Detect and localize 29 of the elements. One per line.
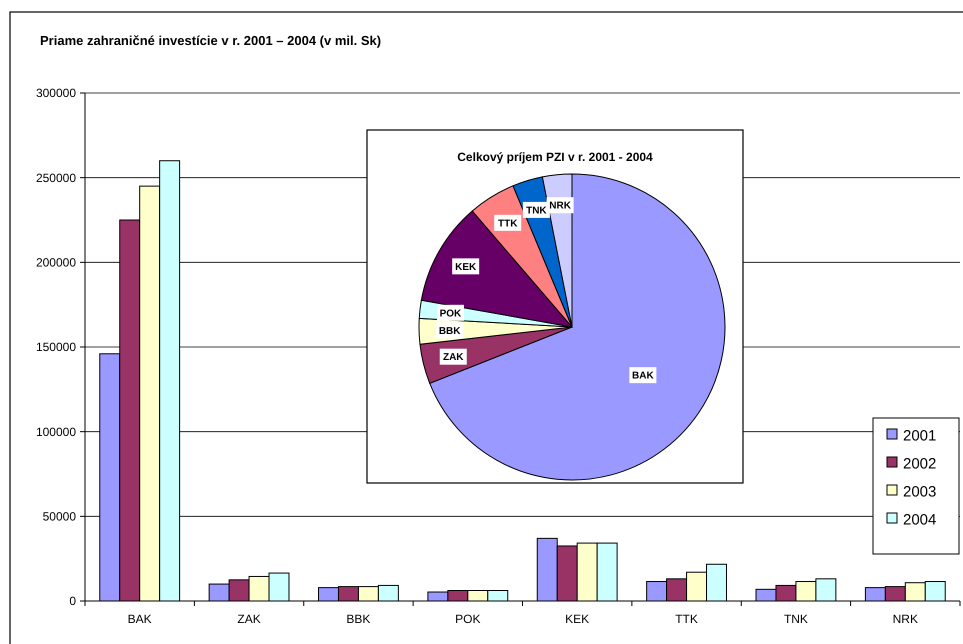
slice-label: ZAK <box>442 352 464 364</box>
y-tick-label: 150000 <box>36 340 76 354</box>
x-tick-label: KEK <box>565 612 590 626</box>
x-tick-label: POK <box>455 612 480 626</box>
x-tick-label: ZAK <box>237 612 261 626</box>
slice-label: POK <box>440 308 462 320</box>
x-tick-label: BBK <box>346 612 370 626</box>
x-tick-label: BAK <box>128 612 152 626</box>
y-tick-label: 50000 <box>42 510 76 524</box>
y-tick-label: 100000 <box>36 424 76 439</box>
slice-label: NRK <box>549 200 572 212</box>
y-tick-label: 0 <box>69 594 76 608</box>
x-tick-label: NRK <box>892 612 918 626</box>
x-tick-label: TNK <box>784 612 808 626</box>
chart-title: Priame zahraničné investície v r. 2001 – 2004 (v mil. Sk) <box>40 33 382 48</box>
slice-label: BAK <box>632 370 654 382</box>
legend-label: 2002 <box>903 455 936 472</box>
chart-title: Celkový príjem PZI v r. 2001 - 2004 <box>457 150 654 164</box>
legend-label: 2003 <box>903 483 936 500</box>
slice-label: KEK <box>455 262 478 273</box>
slice-label: TNK <box>526 205 548 216</box>
legend-label: 2001 <box>903 427 936 444</box>
slice-label: TTK <box>498 218 518 230</box>
y-tick-label: 250000 <box>36 170 76 185</box>
y-tick-label: 200000 <box>36 256 76 270</box>
x-tick-label: TTK <box>675 612 698 626</box>
legend-label: 2004 <box>903 511 936 528</box>
y-tick-label: 300000 <box>36 86 76 100</box>
slice-label: BBK <box>438 326 462 337</box>
